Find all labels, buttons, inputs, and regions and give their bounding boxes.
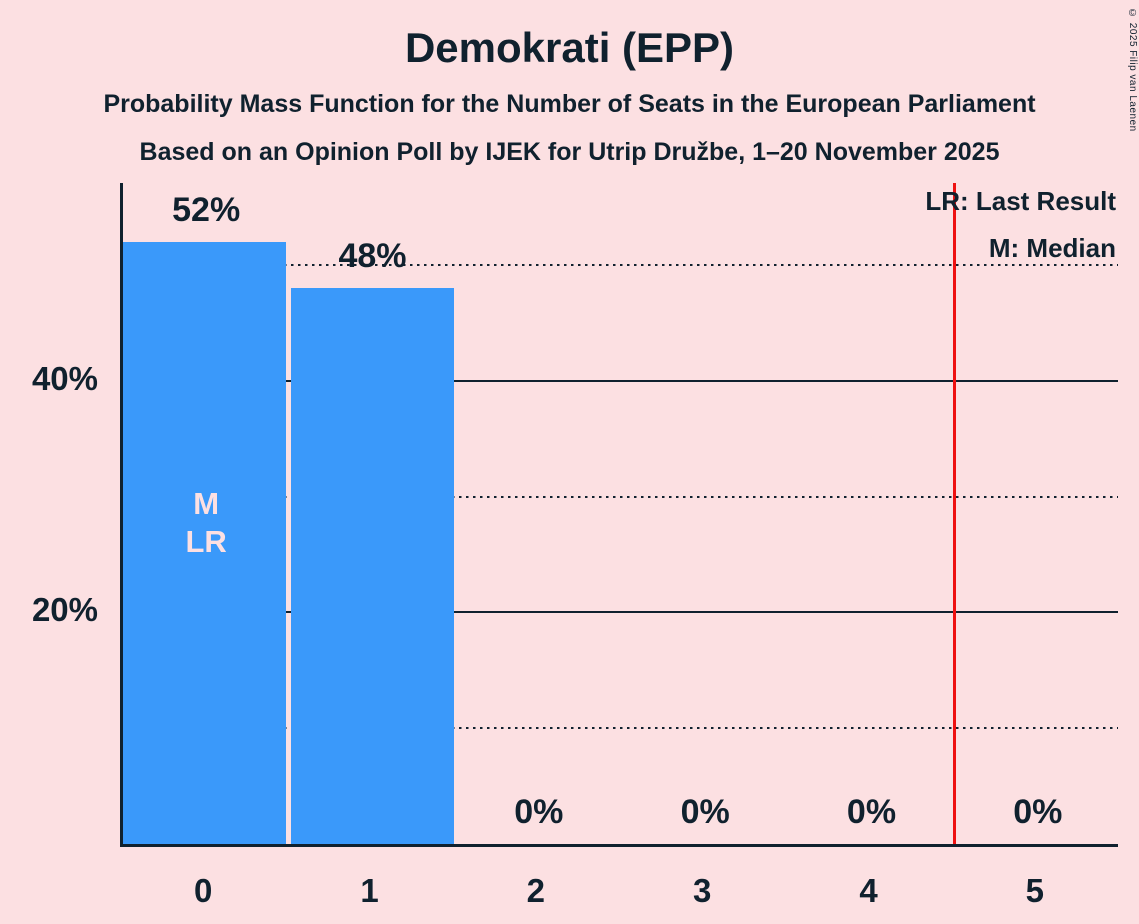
x-axis-label-seats-5: 5 [1025, 872, 1044, 909]
gridline-solid-20pct [123, 611, 1118, 614]
bar-value-label-seats-5: 0% [1013, 793, 1063, 831]
plot-area: 20% 40% 52% 48% 0% 0% 0% 0% M LR LR: Last Result M… [32, 183, 1118, 847]
bar-seats-0 [123, 242, 287, 844]
x-axis-label-seats-2: 2 [526, 872, 545, 909]
x-axis-label-seats-0: 0 [193, 872, 213, 909]
x-axis-label-seats-3: 3 [692, 872, 712, 909]
x-axis-label-seats-4: 4 [859, 872, 878, 909]
y-axis-tick-label: 20% [31, 591, 98, 629]
x-axis-label-seats-1: 1 [360, 872, 379, 909]
gridline-dotted-50pct [123, 264, 1118, 267]
bar-value-label-seats-0: 52% [172, 191, 241, 230]
gridline-dotted-30pct [123, 495, 1118, 498]
bar-value-label-seats-3: 0% [680, 793, 730, 831]
gridline-solid-40pct [123, 379, 1118, 382]
bar-value-label-seats-4: 0% [846, 793, 897, 831]
y-axis-tick-label: 40% [31, 359, 98, 397]
copyright-notice: © 2025 Filip van Laenen [1127, 8, 1138, 132]
bar-value-label-seats-2: 0% [514, 793, 564, 831]
gridline-dotted-10pct [123, 727, 1118, 730]
chart-title: Demokrati (EPP) [404, 24, 735, 71]
legend-last-result: LR: Last Result [925, 186, 1116, 216]
chart-subtitle-2: Based on an Opinion Poll by IJEK for Utr… [139, 138, 1000, 166]
legend-median: M: Median [988, 233, 1116, 263]
bar-seats-1 [290, 288, 455, 844]
bar-value-label-seats-1: 48% [338, 237, 407, 276]
chart-subtitle-1: Probability Mass Function for the Number… [103, 90, 1036, 118]
median-last-result-annotation: M LR [185, 486, 227, 559]
red-threshold-line [953, 183, 957, 844]
